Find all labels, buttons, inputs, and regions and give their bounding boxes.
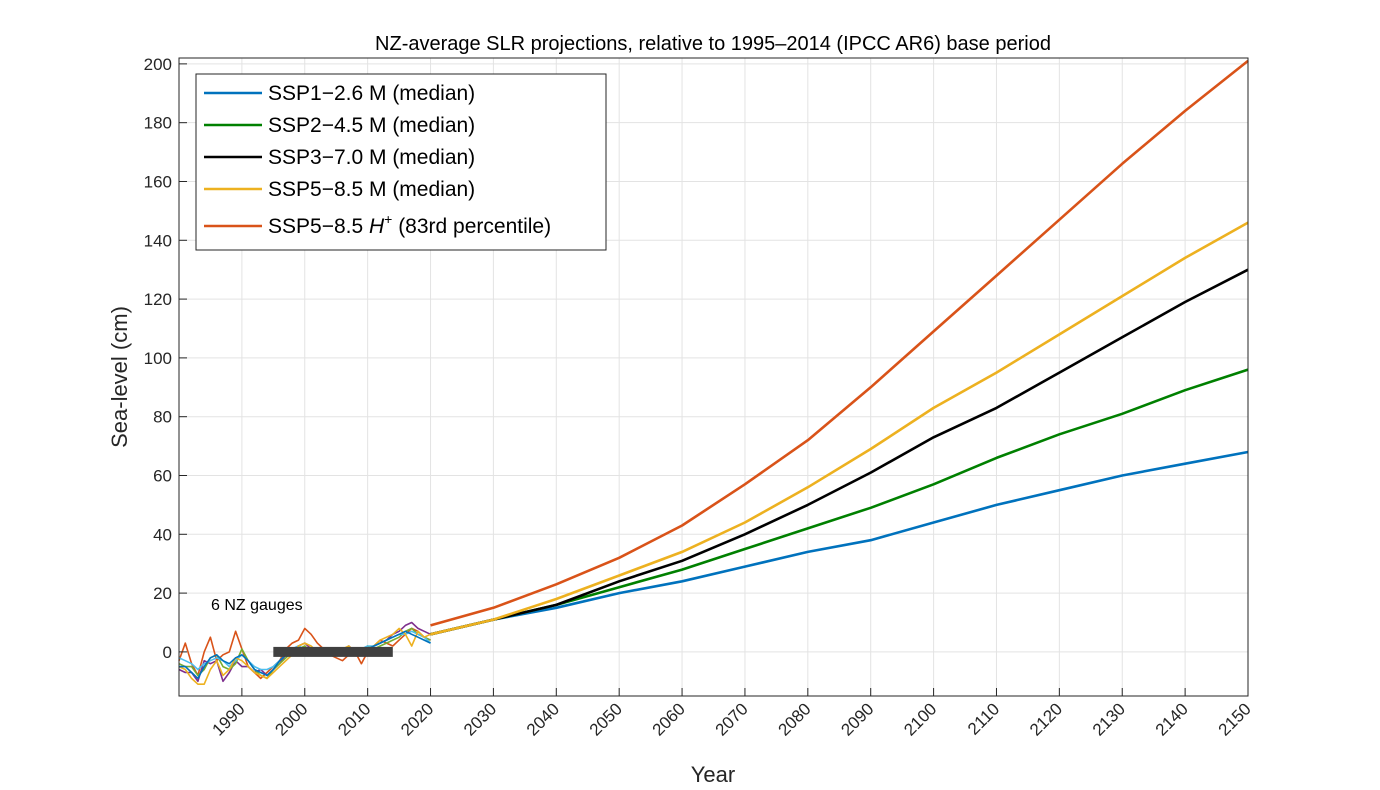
gauge-line [178, 627, 431, 686]
y-tick-label: 160 [144, 172, 172, 191]
y-tick-label: 80 [153, 408, 172, 427]
legend: SSP1−2.6 M (median) SSP2−4.5 M (median) SS… [195, 73, 607, 251]
legend-label: SSP5−8.5 M (median) [268, 178, 475, 201]
y-tick-label: 180 [144, 114, 172, 133]
y-tick-label: 40 [153, 525, 172, 544]
gauges-annotation: 6 NZ gauges [211, 597, 303, 614]
projection-series-group [430, 59, 1249, 636]
y-axis-title: Sea-level (cm) [107, 306, 132, 448]
gauge-line [178, 627, 431, 680]
base-period-bar [273, 646, 393, 657]
gauge-series-group [178, 621, 432, 686]
y-tick-label: 60 [153, 466, 172, 485]
y-tick-label: 120 [144, 290, 172, 309]
x-axis-title: Year [691, 762, 735, 787]
y-tick-label: 200 [144, 55, 172, 74]
y-tick-label: 20 [153, 584, 172, 603]
series-line [430, 268, 1249, 636]
gauge-line [178, 627, 431, 680]
legend-box [195, 73, 607, 251]
axes-box [178, 57, 1249, 697]
legend-label: SSP1−2.6 M (median) [268, 82, 475, 105]
series-line [430, 221, 1249, 636]
series-line [430, 59, 1249, 627]
y-tick-label: 0 [163, 643, 172, 662]
series-line [430, 450, 1249, 636]
y-tick-label: 100 [144, 349, 172, 368]
legend-label: SSP2−4.5 M (median) [268, 114, 475, 137]
y-tick-label: 140 [144, 231, 172, 250]
legend-label: SSP3−7.0 M (median) [268, 146, 475, 169]
chart-title: NZ-average SLR projections, relative to … [375, 33, 1051, 55]
legend-label: SSP5−8.5 H+ (83rd percentile) [268, 211, 551, 238]
